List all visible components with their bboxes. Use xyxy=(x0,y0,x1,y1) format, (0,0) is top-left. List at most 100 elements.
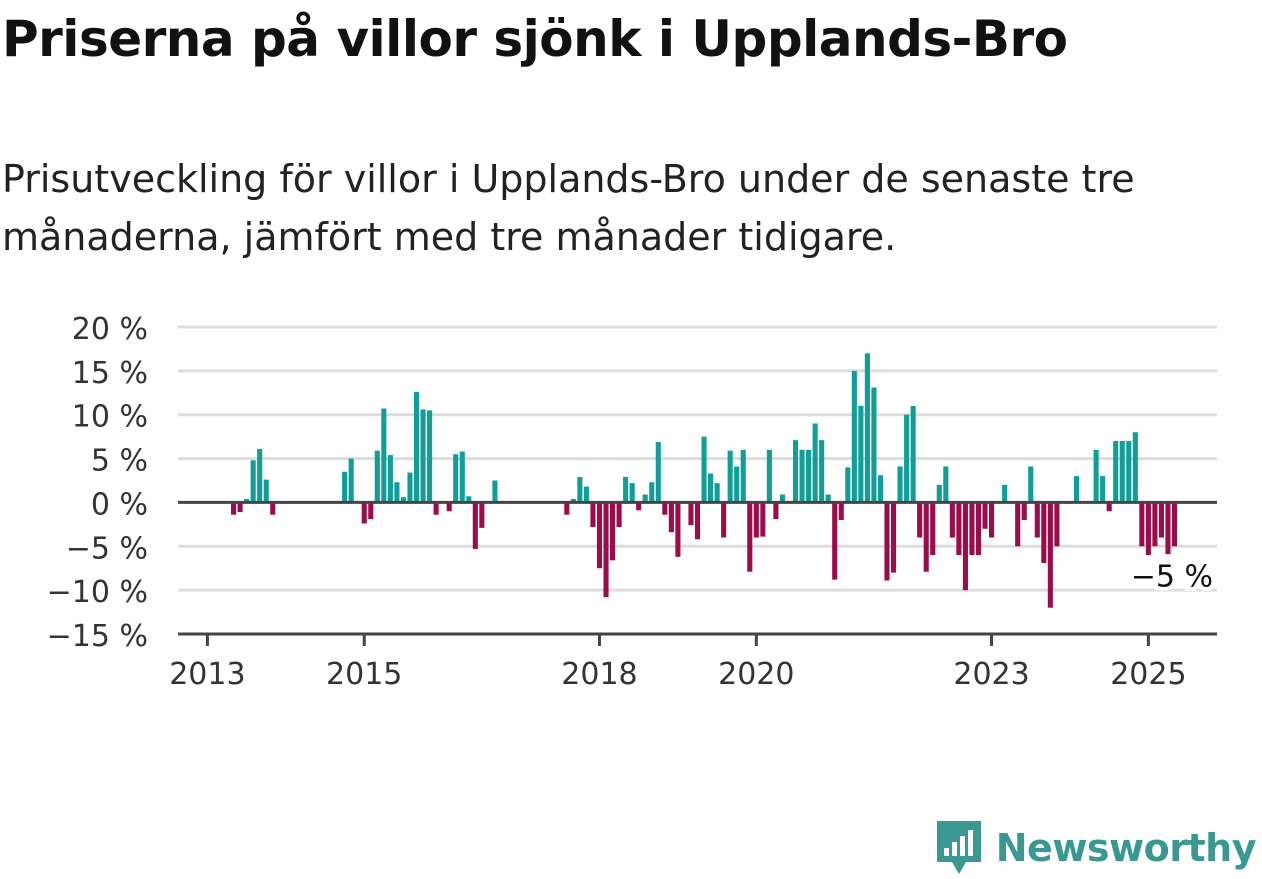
bar xyxy=(610,502,616,561)
bar xyxy=(989,502,995,538)
x-axis-labels: 2013 2015 2018 2020 2023 2025 xyxy=(169,657,1186,692)
bar xyxy=(766,449,772,503)
bar xyxy=(897,466,903,503)
bar xyxy=(374,450,380,503)
bar xyxy=(1034,502,1040,538)
bar xyxy=(472,502,478,549)
bar xyxy=(1021,502,1027,520)
bar xyxy=(1041,502,1047,563)
bar xyxy=(1126,441,1132,503)
bar xyxy=(701,436,707,503)
bar xyxy=(479,502,485,528)
bars xyxy=(231,353,1178,608)
bar xyxy=(492,480,498,503)
bar xyxy=(623,476,629,503)
bar xyxy=(838,502,844,520)
bar xyxy=(845,467,851,503)
bar xyxy=(394,482,400,503)
bar xyxy=(662,502,668,515)
bar xyxy=(250,460,256,503)
bar xyxy=(760,502,766,537)
bar xyxy=(773,502,779,520)
last-value-label: −5 % xyxy=(1131,559,1213,594)
bar xyxy=(969,502,975,556)
bar xyxy=(1106,502,1112,512)
bar xyxy=(616,502,622,527)
bar xyxy=(956,502,962,556)
newsworthy-logo-icon xyxy=(936,821,981,874)
bar xyxy=(387,455,393,503)
bar xyxy=(910,405,916,503)
bar xyxy=(1171,502,1178,547)
bar xyxy=(943,466,949,503)
y-tick-label: 15 % xyxy=(72,356,148,391)
bar xyxy=(1139,502,1145,547)
y-tick-label: −10 % xyxy=(47,575,148,610)
bar xyxy=(590,502,596,527)
bar xyxy=(962,502,968,591)
bar xyxy=(1015,502,1021,547)
bar xyxy=(1028,466,1034,503)
bar xyxy=(459,451,465,503)
bar xyxy=(342,471,348,503)
bar xyxy=(433,502,439,515)
bar xyxy=(642,494,648,503)
bar xyxy=(348,458,354,503)
bar-chart: 20 %15 %10 %5 %0 %−5 %−10 %−15 % 2013 201… xyxy=(47,312,1217,692)
bar xyxy=(1073,476,1080,503)
bar xyxy=(1132,432,1138,503)
bar xyxy=(270,502,276,515)
bar xyxy=(930,502,936,556)
bar xyxy=(427,410,433,503)
bar xyxy=(714,483,720,503)
x-tick-label: 2023 xyxy=(953,657,1029,692)
bar xyxy=(446,502,452,512)
bar xyxy=(583,486,589,503)
chart-title: Priserna på villor sjönk i Upplands-Bro xyxy=(2,10,1068,68)
y-tick-label: 10 % xyxy=(72,400,148,435)
bar xyxy=(851,370,857,503)
bar xyxy=(806,449,812,503)
bar xyxy=(381,408,387,503)
bar xyxy=(799,449,805,503)
bar xyxy=(694,502,701,540)
bar xyxy=(675,502,681,557)
bar xyxy=(936,484,942,503)
bar xyxy=(1165,502,1171,555)
y-tick-label: −15 % xyxy=(47,619,148,654)
bar xyxy=(721,502,727,538)
bar xyxy=(636,502,642,511)
bar xyxy=(257,448,263,503)
y-tick-label: 20 % xyxy=(72,312,148,347)
bar xyxy=(564,502,570,515)
bar xyxy=(1002,484,1008,503)
bar xyxy=(1158,502,1165,538)
bar xyxy=(832,502,838,580)
bar xyxy=(890,502,897,573)
bar xyxy=(244,498,250,503)
bar xyxy=(812,423,818,503)
annotations: −5 % xyxy=(1127,555,1217,598)
bar xyxy=(231,502,237,515)
bar xyxy=(420,409,426,503)
bar xyxy=(734,466,740,503)
x-tick-label: 2020 xyxy=(718,657,794,692)
y-tick-label: −5 % xyxy=(66,531,148,566)
x-tick-label: 2025 xyxy=(1110,657,1186,692)
bar xyxy=(655,441,661,503)
bar xyxy=(877,475,884,503)
bar xyxy=(1145,502,1151,556)
y-tick-label: 0 % xyxy=(91,487,148,522)
y-axis-labels: 20 % 15 % 10 % 5 % 0 % −5 % −10 % −15 % xyxy=(47,312,148,654)
bar xyxy=(577,476,583,503)
bar xyxy=(904,414,910,503)
bar xyxy=(570,498,576,503)
bar xyxy=(819,440,825,503)
grid-lines xyxy=(178,325,1217,592)
bar xyxy=(949,502,955,538)
bar xyxy=(603,502,609,598)
bar xyxy=(864,353,870,503)
x-tick-label: 2013 xyxy=(169,657,245,692)
bar xyxy=(1100,476,1106,503)
bar xyxy=(596,502,603,569)
